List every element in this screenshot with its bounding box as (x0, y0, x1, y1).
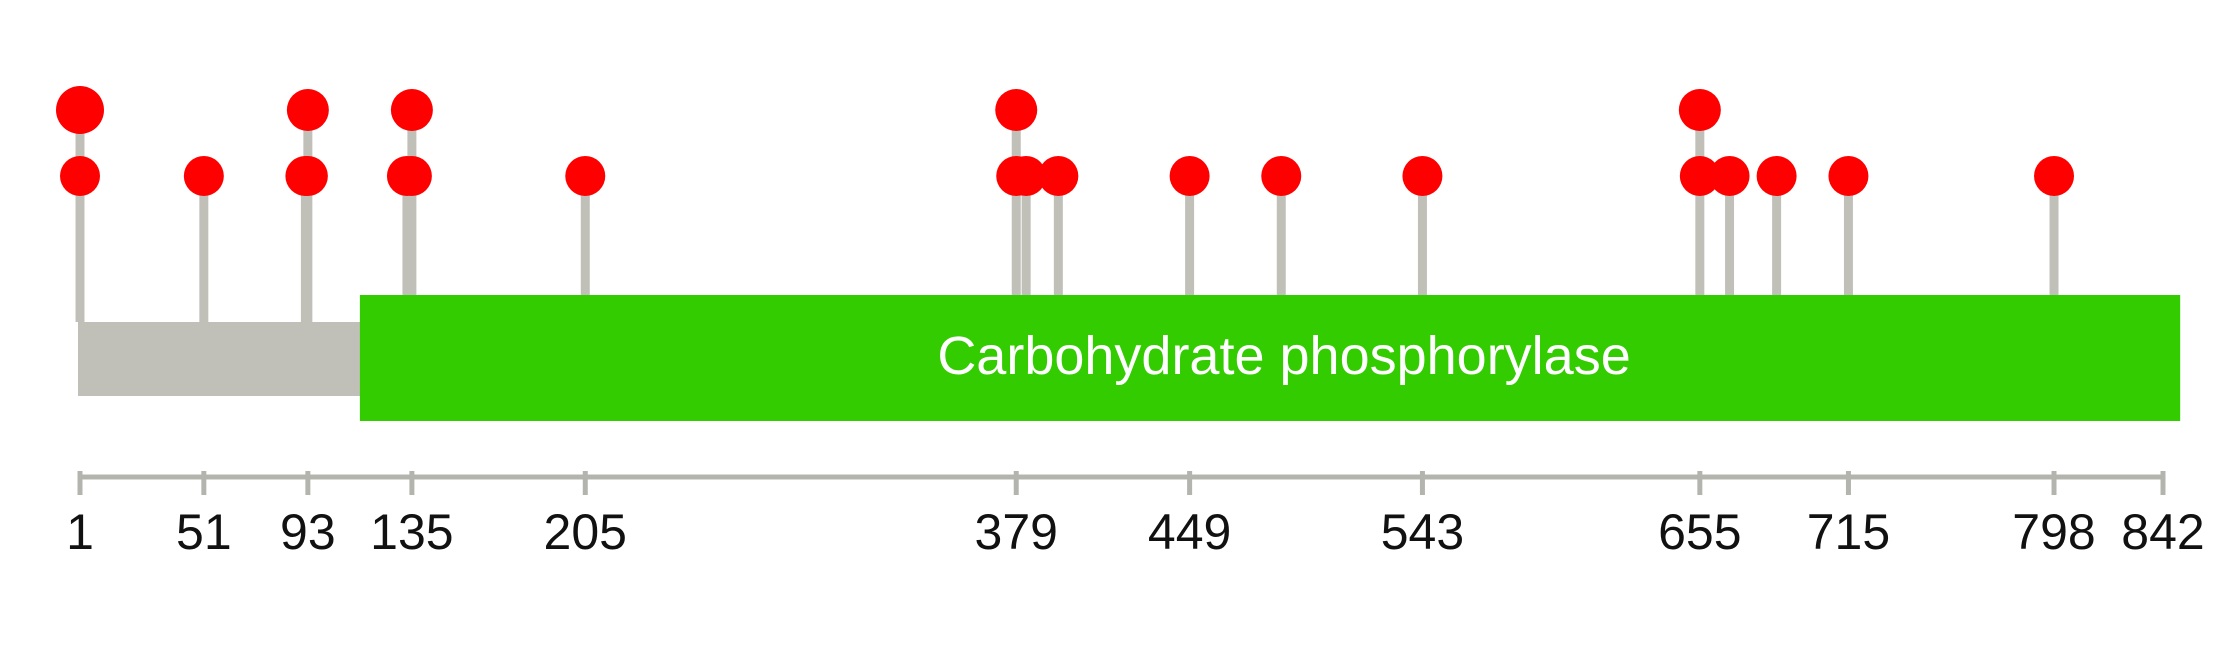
site-marker (390, 89, 433, 131)
site-marker (60, 156, 100, 196)
site-marker (1756, 156, 1797, 196)
axis-tick-label: 1 (66, 504, 94, 560)
site-marker (286, 89, 329, 131)
site-marker (2034, 156, 2075, 196)
site-stems (75, 110, 2059, 322)
axis-tick-label: 798 (2012, 504, 2095, 560)
site-marker (1169, 156, 1210, 196)
site-marker (183, 156, 224, 196)
site-marker (1402, 156, 1443, 196)
site-marker (565, 156, 606, 196)
axis-tick-label: 205 (544, 504, 627, 560)
site-markers (56, 86, 2075, 196)
site-marker (1828, 156, 1869, 196)
site-marker (391, 156, 432, 196)
axis-tick-label: 93 (280, 504, 336, 560)
axis-tick-label: 51 (176, 504, 232, 560)
site-marker (995, 89, 1038, 131)
axis-tick-label: 543 (1381, 504, 1464, 560)
domain-carbohydrate-phosphorylase (359, 295, 2181, 421)
site-marker (1261, 156, 1302, 196)
axis-ticks: 1 51 93 135 205 379 449 543 655 715 798 842 (66, 471, 2205, 560)
axis-tick-label: 655 (1658, 504, 1741, 560)
axis-tick-label: 842 (2121, 504, 2204, 560)
site-marker (1678, 89, 1721, 131)
domain-label: Carbohydrate phosphorylase (937, 326, 1630, 386)
site-marker (56, 86, 104, 134)
site-marker (287, 156, 328, 196)
site-marker (1038, 156, 1079, 196)
axis-tick-label: 135 (370, 504, 453, 560)
domain-group: Carbohydrate phosphorylase (359, 295, 2181, 421)
axis-tick-label: 379 (975, 504, 1058, 560)
axis-tick-label: 715 (1807, 504, 1890, 560)
position-axis: 1 51 93 135 205 379 449 543 655 715 798 842 (66, 471, 2205, 560)
site-marker (1006, 156, 1047, 196)
site-marker (1709, 156, 1750, 196)
site-marker (1679, 156, 1720, 196)
axis-tick-label: 449 (1148, 504, 1231, 560)
